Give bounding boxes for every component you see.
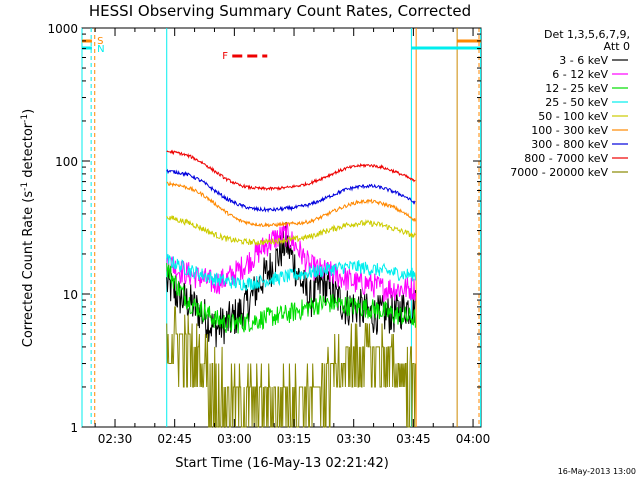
series-line-2 [166,263,416,334]
chart-title: HESSI Observing Summary Count Rates, Cor… [89,2,471,20]
x-tick-label: 02:45 [157,432,192,446]
legend-label: 300 - 800 keV [531,138,608,151]
series-line-7 [166,149,416,192]
legend-header: Det 1,3,5,6,7,9, [544,28,630,41]
interval-lines [81,28,482,427]
series-line-6 [166,168,416,213]
x-tick-label: 02:30 [98,432,133,446]
attenuator-overlays [82,39,481,50]
x-tick-label: 03:45 [396,432,431,446]
y-tick-label: 10 [63,288,78,302]
x-tick-label: 03:00 [217,432,252,446]
y-axis-label: Corrected Count Rate (s-1 detector-1) [20,109,36,347]
legend-label: 25 - 50 keV [545,96,608,109]
series-line-3 [166,254,416,291]
series-line-1 [166,223,416,302]
legend-label: 6 - 12 keV [552,68,608,81]
top-markers: SN F [97,36,268,62]
y-tick-label: 100 [55,155,78,169]
series-line-0 [166,221,416,348]
x-tick-label: 04:00 [456,432,491,446]
footer-date: 16-May-2013 13:00 [558,467,636,476]
x-tick-label: 03:15 [277,432,312,446]
x-axis-label: Start Time (16-May-13 02:21:42) [175,456,389,471]
series-line-4 [166,215,416,247]
marker-label-n: N [97,44,104,55]
legend-label: 3 - 6 keV [559,54,608,67]
x-tick-label: 03:30 [336,432,371,446]
legend-header: Att 0 [604,40,630,53]
series-group [166,149,416,428]
y-tick-label: 1 [70,421,78,435]
axes-group: 1 10 100 1000 02:30 02:45 03:00 03:15 03:30 03:45… [47,22,490,446]
legend-label: 800 - 7000 keV [524,152,608,165]
legend-label: 100 - 300 keV [531,124,608,137]
series-line-5 [166,180,416,228]
series-line-8 [166,306,416,428]
marker-label-s: S [97,36,103,47]
legend-label: 50 - 100 keV [538,110,608,123]
y-tick-label: 1000 [47,22,78,36]
marker-label-f: F [222,51,228,62]
legend-label: 7000 - 20000 keV [510,166,608,179]
legend-label: 12 - 25 keV [545,82,608,95]
